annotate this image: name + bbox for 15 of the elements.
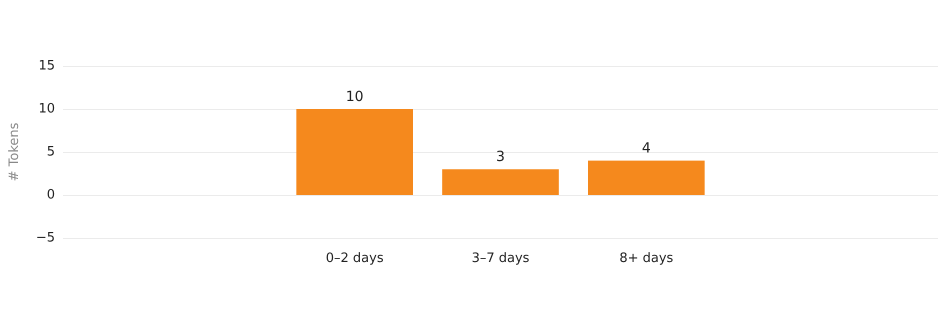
- data-label: 10: [346, 89, 364, 105]
- x-tick-label: 3–7 days: [472, 251, 530, 266]
- data-label: 3: [496, 149, 505, 166]
- x-tick-label: 0–2 days: [326, 251, 384, 266]
- y-tick-label: 0: [46, 188, 55, 202]
- y-tick-label: 15: [38, 58, 55, 74]
- bar: [442, 169, 559, 195]
- y-tick-label: 10: [38, 102, 55, 116]
- y-axis-title: # Tokens: [7, 122, 22, 182]
- y-tick-label: 5: [46, 144, 55, 160]
- bar: [296, 109, 413, 195]
- bar: [588, 160, 705, 195]
- y-tick-label: −5: [36, 230, 55, 246]
- data-label: 4: [642, 140, 651, 157]
- x-tick-label: 8+ days: [619, 251, 674, 266]
